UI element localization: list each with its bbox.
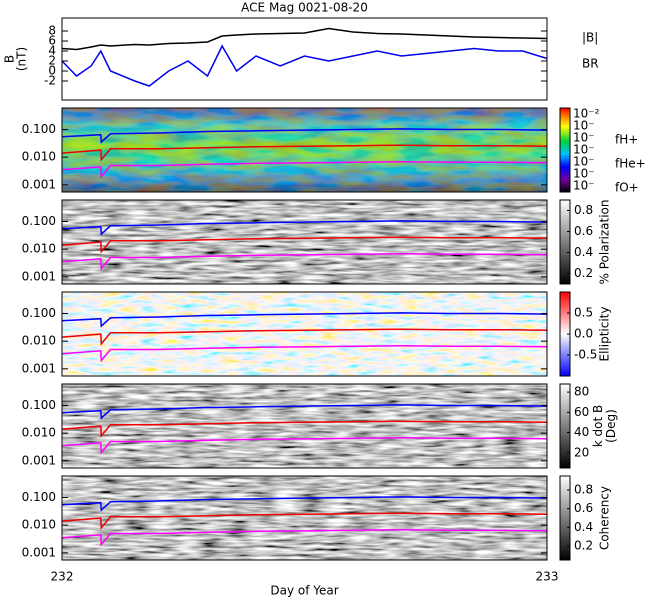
- y-tick-label: 8: [48, 24, 56, 38]
- series-line: [61, 420, 548, 438]
- spectrogram-texture: [62, 476, 547, 560]
- x-tick-label: 233: [536, 570, 559, 584]
- series-line: [61, 27, 548, 51]
- legend-entry: fH+: [615, 133, 638, 147]
- series-line: [61, 328, 548, 346]
- y-tick-label: 0.001: [22, 453, 56, 467]
- y-tick-label: 0.100: [22, 214, 56, 228]
- y-tick-label: 6: [48, 34, 56, 48]
- series-line: [61, 44, 548, 87]
- y-tick-label: 0.010: [22, 426, 56, 440]
- colorbar-label: 10⁻: [573, 155, 595, 169]
- colorbar-tick-label: 0.4: [574, 245, 593, 259]
- y-axis-label: B: [3, 55, 17, 63]
- colorbar-tick-label: 20: [574, 445, 589, 459]
- series-line: [61, 496, 548, 512]
- colorbar-label: 10⁻: [573, 131, 595, 145]
- spectrogram-texture: [62, 384, 547, 468]
- colorbar-tick-label: 0.8: [574, 203, 593, 217]
- legend-entry: fO+: [615, 181, 639, 195]
- series-line: [61, 161, 548, 179]
- legend-entry: BR: [582, 57, 599, 71]
- plot-frame: [61, 383, 548, 469]
- series-line: [61, 312, 548, 328]
- spectrogram-texture: [62, 200, 547, 284]
- colorbar-label: 10⁻: [573, 119, 595, 133]
- colorbar: [559, 383, 571, 469]
- colorbar-tick-label: 0.0: [574, 327, 593, 341]
- series-line: [61, 404, 548, 420]
- series-line: [61, 437, 548, 455]
- colorbar-title: Coherency: [598, 486, 612, 550]
- colorbar-title: % Polarization: [598, 200, 612, 285]
- plot-frame: [61, 475, 548, 561]
- colorbar: [559, 107, 571, 193]
- series-line: [61, 253, 548, 271]
- colorbar-tick-label: 0.2: [574, 266, 593, 280]
- y-tick-label: 0.010: [22, 518, 56, 532]
- series-line: [61, 144, 548, 162]
- y-tick-label: -2: [44, 74, 56, 88]
- colorbar-tick-label: 60: [574, 405, 589, 419]
- spectrogram-texture: [62, 108, 547, 192]
- y-tick-label: 0.100: [22, 398, 56, 412]
- y-tick-label: 0.001: [22, 177, 56, 191]
- series-line: [61, 236, 548, 254]
- colorbar-label: 10⁻: [573, 167, 595, 181]
- y-tick-label: 2: [48, 54, 56, 68]
- x-tick-label: 232: [51, 570, 74, 584]
- colorbar-tick-label: 0.8: [574, 483, 593, 497]
- series-line: [61, 128, 548, 144]
- colorbar-title: (Deg): [604, 409, 618, 443]
- y-tick-label: 0: [48, 64, 56, 78]
- colorbar-tick-label: 0.2: [574, 539, 593, 553]
- y-tick-label: 0.010: [22, 334, 56, 348]
- colorbar-tick-label: 40: [574, 425, 589, 439]
- colorbar-tick-label: 80: [574, 385, 589, 399]
- colorbar: [559, 199, 571, 285]
- colorbar: [559, 475, 571, 561]
- colorbar-tick-label: 0.4: [574, 520, 593, 534]
- x-axis-label: Day of Year: [270, 584, 338, 598]
- spectrogram-texture: [62, 292, 547, 376]
- colorbar-tick-label: 0.6: [574, 224, 593, 238]
- y-tick-label: 0.100: [22, 122, 56, 136]
- colorbar-title: Ellipticity: [598, 307, 612, 362]
- y-tick-label: 0.100: [22, 306, 56, 320]
- legend-entry: |B|: [582, 31, 598, 45]
- y-tick-label: 0.010: [22, 242, 56, 256]
- colorbar-label: 10⁻: [573, 143, 595, 157]
- y-tick-label: 0.001: [22, 545, 56, 559]
- plot-frame: [61, 291, 548, 377]
- spectrogram-wash: [62, 292, 547, 376]
- plot-frame: [61, 107, 548, 193]
- series-line: [61, 220, 548, 236]
- y-tick-label: 0.100: [22, 490, 56, 504]
- chart-title: ACE Mag 0021-08-20: [241, 1, 368, 15]
- y-tick-label: 4: [48, 44, 56, 58]
- y-tick-label: 0.001: [22, 269, 56, 283]
- series-line: [61, 512, 548, 530]
- plot-frame: [61, 17, 548, 101]
- colorbar-title: k dot B: [591, 405, 605, 447]
- series-line: [61, 345, 548, 363]
- colorbar-label: 10⁻: [573, 179, 595, 193]
- y-axis-label: (nT): [15, 47, 29, 71]
- plot-frame: [61, 199, 548, 285]
- colorbar-tick-label: -0.5: [574, 348, 597, 362]
- y-tick-label: 0.001: [22, 361, 56, 375]
- colorbar-label: 10⁻²: [573, 107, 600, 121]
- colorbar-tick-label: 0.5: [574, 306, 593, 320]
- legend-entry: fHe+: [615, 157, 646, 171]
- series-line: [61, 529, 548, 547]
- y-tick-label: 0.010: [22, 150, 56, 164]
- colorbar-tick-label: 0.6: [574, 501, 593, 515]
